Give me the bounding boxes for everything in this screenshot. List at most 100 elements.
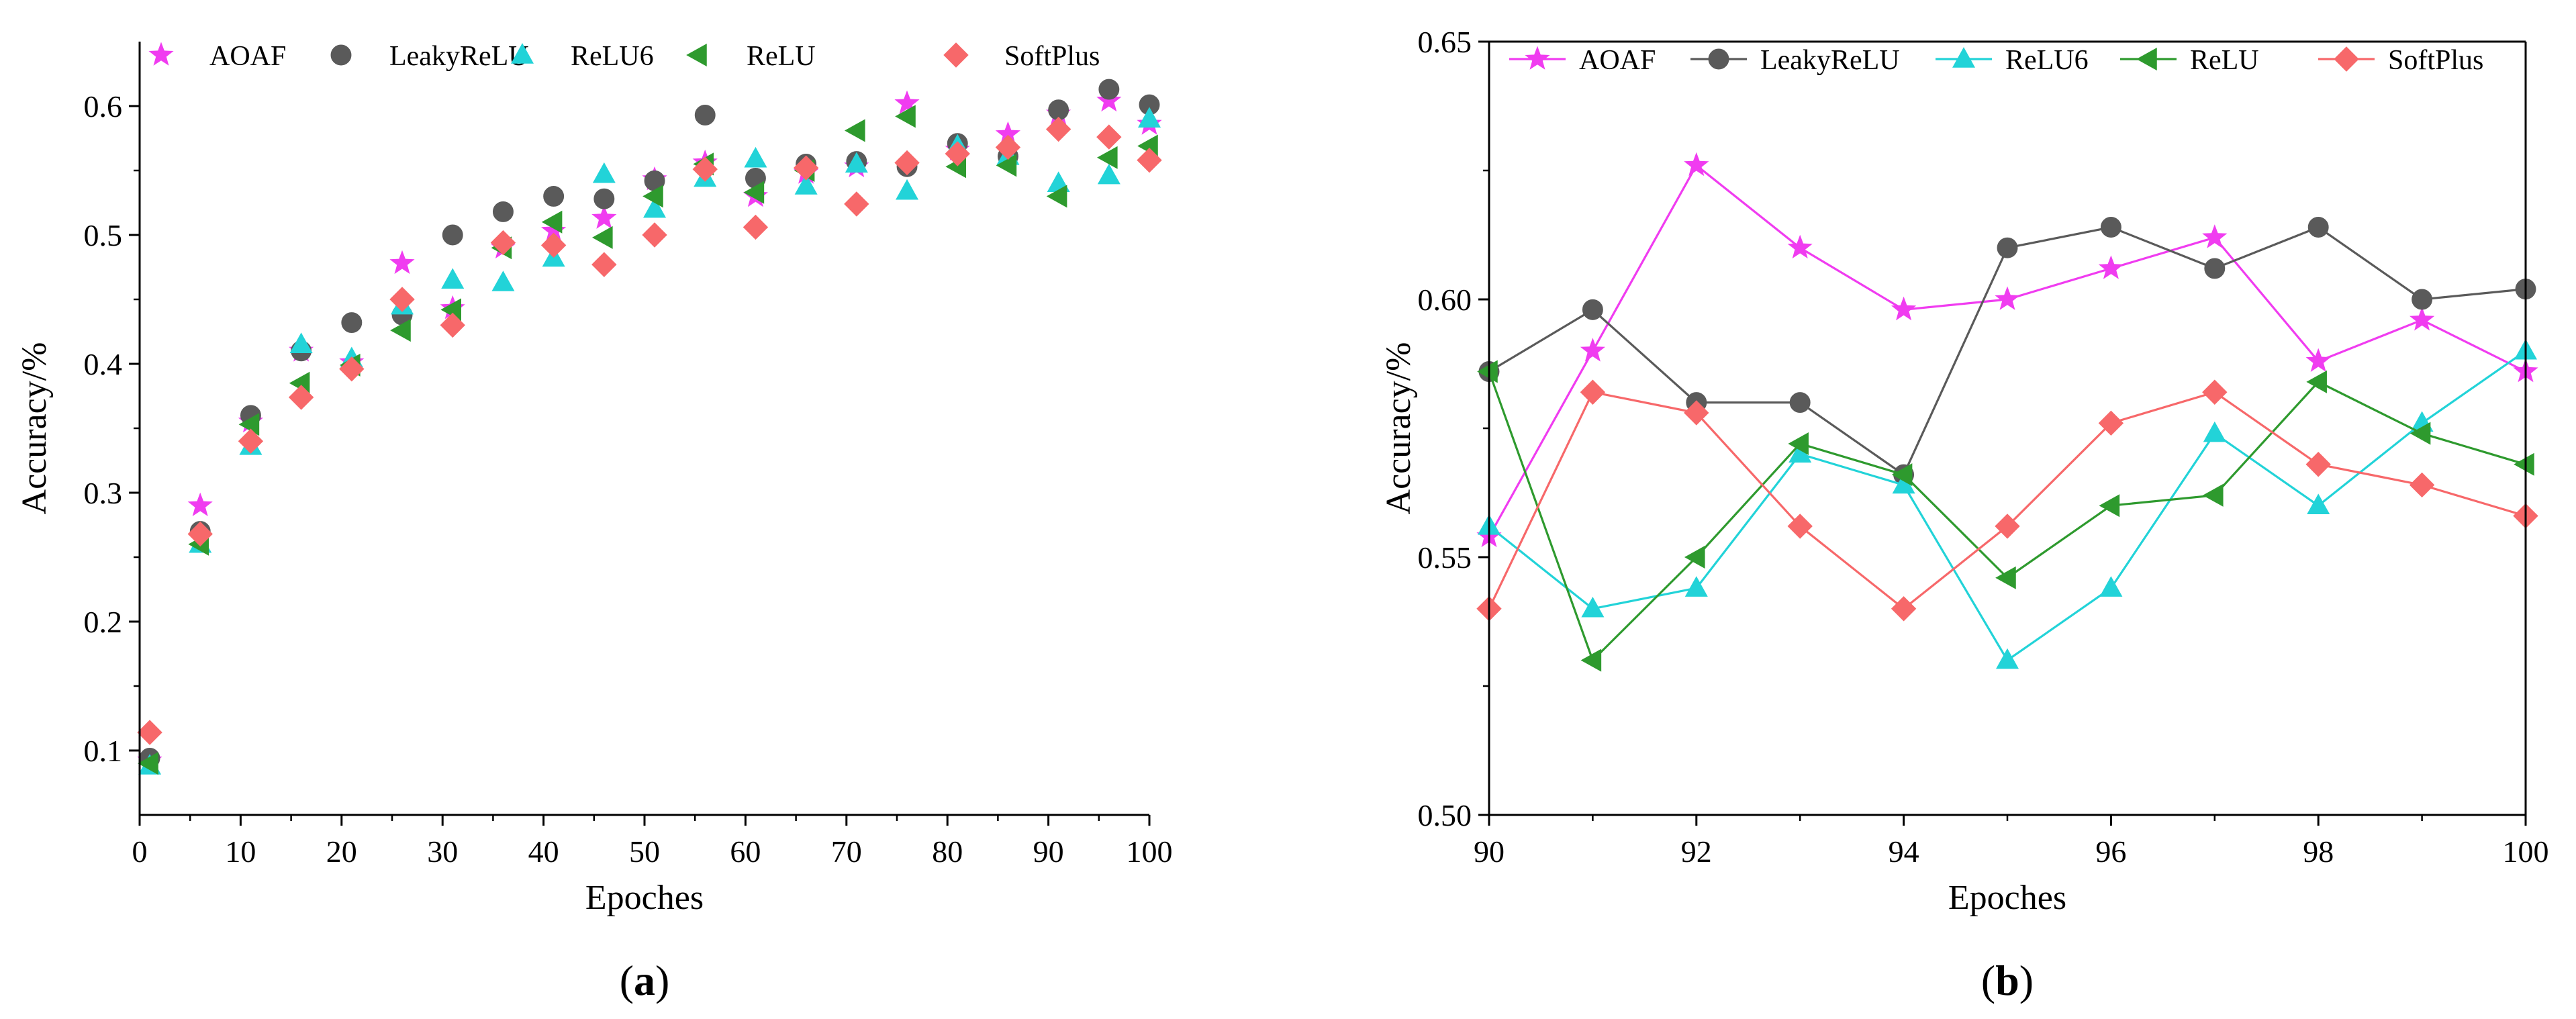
data-point xyxy=(1684,546,1705,569)
y-tick-label: 0.55 xyxy=(1418,540,1472,575)
y-tick-label: 0.65 xyxy=(1418,25,1472,59)
legend-marker xyxy=(2334,46,2359,72)
data-point xyxy=(541,210,563,234)
data-point xyxy=(643,197,667,218)
legend: AOAF LeakyReLU ReLU6 ReLU SoftPlus xyxy=(148,41,1100,72)
data-point xyxy=(1096,146,1118,169)
axes: 90 92 94 96 98 100 0.50 0.55 0.60 0.65 xyxy=(1418,25,2549,869)
series-relu xyxy=(138,105,1158,775)
x-tick-label: 90 xyxy=(1033,834,1064,869)
data-point xyxy=(541,217,567,242)
legend-item-leakyrelu: LeakyReLU xyxy=(330,41,529,72)
chart-panel-b: 90 92 94 96 98 100 0.50 0.55 0.60 0.65 Epoches Accu… xyxy=(1380,25,2549,1004)
data-point xyxy=(2203,421,2226,442)
data-point xyxy=(341,312,363,334)
series-softplus xyxy=(137,116,1162,745)
y-axis-title: Accuracy/% xyxy=(15,342,54,515)
data-point xyxy=(138,752,158,775)
data-point xyxy=(1582,299,1603,320)
data-point xyxy=(692,156,718,182)
data-point xyxy=(845,152,868,173)
data-point xyxy=(1997,237,2018,258)
data-point xyxy=(2305,348,2331,372)
data-point xyxy=(137,720,162,745)
data-point xyxy=(288,385,314,410)
legend-label: ReLU6 xyxy=(2005,45,2089,76)
data-point xyxy=(591,252,617,277)
data-point xyxy=(2305,452,2331,477)
plot-area xyxy=(1476,152,2538,672)
x-tick-label: 96 xyxy=(2095,834,2126,869)
data-point xyxy=(1096,124,1122,150)
series-line xyxy=(1488,163,2526,538)
data-point xyxy=(1046,185,1067,208)
x-tick-label: 90 xyxy=(1474,834,1505,869)
panel-label: (a) xyxy=(620,957,670,1004)
legend-item-leakyrelu: LeakyReLU xyxy=(1690,45,1900,76)
legend-marker xyxy=(1525,46,1550,70)
data-point xyxy=(2409,472,2435,498)
data-point xyxy=(1995,286,2020,310)
data-point xyxy=(844,119,865,142)
data-point xyxy=(187,492,213,516)
data-point xyxy=(1788,442,1812,463)
data-point xyxy=(844,191,869,217)
series-softplus xyxy=(1476,379,2538,622)
legend-marker xyxy=(330,44,352,66)
data-point xyxy=(896,179,919,200)
data-point xyxy=(1684,152,1709,177)
y-tick-label: 0.50 xyxy=(1418,798,1472,832)
legend-label: ReLU xyxy=(2190,45,2259,76)
x-tick-label: 40 xyxy=(528,834,559,869)
data-point xyxy=(390,319,411,342)
x-tick-label: 94 xyxy=(1889,834,1919,869)
y-axis-title: Accuracy/% xyxy=(1380,342,1418,515)
data-point xyxy=(1045,116,1071,142)
legend-label: ReLU6 xyxy=(571,41,654,72)
data-point xyxy=(543,185,565,207)
legend-label: AOAF xyxy=(209,41,286,72)
data-point xyxy=(1684,400,1709,426)
data-point xyxy=(1580,648,1602,672)
legend-marker xyxy=(148,42,174,66)
x-tick-label: 0 xyxy=(132,834,148,869)
y-tick-label: 0.60 xyxy=(1418,283,1472,317)
data-point xyxy=(441,268,465,289)
data-point xyxy=(1891,596,1917,622)
panel-label: (b) xyxy=(1981,957,2034,1004)
data-point xyxy=(187,521,213,547)
x-tick-label: 92 xyxy=(1681,834,1712,869)
y-tick-label: 0.2 xyxy=(84,605,123,639)
x-tick-label: 60 xyxy=(730,834,761,869)
data-point xyxy=(1787,234,1813,258)
series-line xyxy=(1488,350,2526,662)
x-tick-label: 100 xyxy=(1127,834,1173,869)
data-point xyxy=(945,141,970,166)
data-point xyxy=(1788,432,1809,456)
legend-item-relu: ReLU xyxy=(2120,45,2259,76)
legend-marker xyxy=(686,44,707,66)
legend-item-relu6: ReLU6 xyxy=(511,41,654,72)
series-leakyrelu xyxy=(1478,217,2536,485)
y-tick-label: 0.5 xyxy=(84,218,123,252)
data-point xyxy=(2098,410,2124,436)
legend-marker xyxy=(511,43,534,64)
x-tick-label: 10 xyxy=(225,834,256,869)
data-point xyxy=(996,154,1017,177)
data-point xyxy=(2202,483,2224,507)
data-point xyxy=(490,230,516,256)
x-tick-label: 70 xyxy=(831,834,862,869)
data-point xyxy=(1138,107,1161,128)
data-point xyxy=(995,121,1020,146)
data-point xyxy=(1684,576,1708,597)
chart-panel-a: 0 10 20 30 40 50 60 70 80 90 100 0.1 0.2 0.3 0.4 0.5 0.6… xyxy=(15,41,1173,1004)
data-point xyxy=(2306,370,2327,393)
series-line xyxy=(1488,226,2526,477)
data-point xyxy=(2202,379,2228,405)
data-point xyxy=(1892,473,1915,494)
x-axis-title: Epoches xyxy=(1948,879,2066,917)
data-point xyxy=(540,232,567,258)
y-tick-label: 0.6 xyxy=(84,89,123,124)
legend-marker xyxy=(1952,47,1975,68)
data-point xyxy=(1995,514,2020,539)
